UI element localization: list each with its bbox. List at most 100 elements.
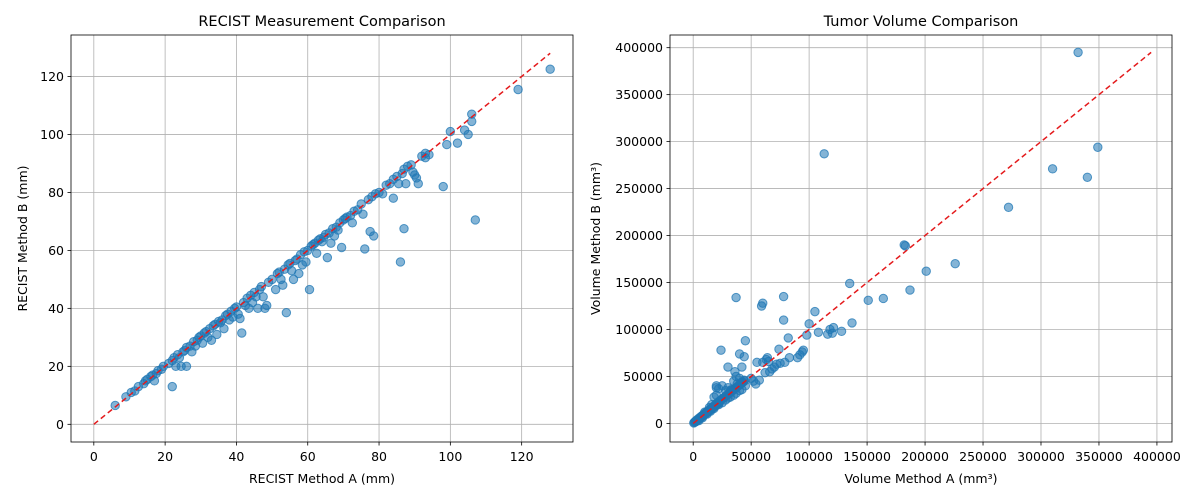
x-tick-label: 20 — [157, 449, 173, 464]
y-axis: 0 50000 100000 150000 200000 250000 300000 3500… — [615, 40, 670, 431]
data-point — [1073, 47, 1083, 58]
data-point — [778, 315, 789, 325]
data-point — [322, 252, 333, 263]
y-tick-label: 300000 — [615, 134, 663, 149]
data-point — [167, 381, 177, 392]
y-tick-label: 60 — [48, 243, 64, 258]
y-tick-label: 20 — [48, 359, 64, 374]
x-tick-label: 400000 — [1133, 449, 1181, 464]
y-tick-label: 100 — [40, 127, 64, 142]
data-point — [219, 323, 229, 334]
data-point — [452, 138, 463, 148]
x-tick-label: 100 — [438, 449, 462, 464]
x-tick-label: 120 — [510, 449, 534, 464]
data-point — [256, 281, 267, 292]
data-point — [369, 231, 379, 241]
data-point — [438, 181, 448, 192]
data-point — [358, 209, 368, 219]
data-point — [1003, 202, 1014, 213]
data-point — [513, 84, 523, 95]
data-point — [235, 313, 245, 324]
data-point — [278, 280, 288, 290]
x-tick-label: 40 — [228, 449, 244, 464]
volume-comparison-chart: 0 50000 100000 150000 200000 250000 300000 3500… — [588, 14, 1181, 486]
data-point — [804, 319, 814, 329]
y-tick-label: 40 — [48, 301, 64, 316]
data-point — [470, 215, 481, 225]
chart-title: RECIST Measurement Comparison — [198, 14, 445, 30]
data-point — [921, 266, 931, 276]
x-tick-label: 150000 — [843, 449, 891, 464]
data-point — [813, 327, 824, 337]
data-point — [360, 244, 370, 254]
x-tick-label: 300000 — [1017, 449, 1065, 464]
y-tick-label: 80 — [48, 185, 64, 200]
data-point — [301, 257, 311, 267]
y-tick-label: 100000 — [615, 322, 663, 337]
data-point — [347, 218, 358, 228]
x-axis: 0 50000 100000 150000 200000 250000 300000 3500… — [689, 442, 1181, 464]
x-tick-label: 60 — [300, 449, 316, 464]
data-point — [836, 326, 847, 337]
y-axis: 0 20 40 60 80 100 120 — [40, 69, 71, 432]
y-tick-label: 400000 — [615, 40, 663, 55]
data-point — [863, 295, 873, 306]
chart-title: Tumor Volume Comparison — [823, 14, 1019, 30]
data-point — [774, 344, 784, 354]
axes-frame — [70, 34, 574, 443]
data-point — [878, 293, 889, 304]
data-point — [110, 400, 120, 411]
data-point — [237, 328, 247, 338]
x-tick-label: 200000 — [901, 449, 949, 464]
data-point — [737, 362, 747, 372]
data-point — [281, 308, 292, 318]
data-point — [731, 292, 741, 303]
y-tick-label: 350000 — [615, 87, 663, 102]
x-tick-label: 350000 — [1075, 449, 1123, 464]
data-point — [725, 385, 735, 396]
data-point — [828, 322, 839, 333]
data-points — [110, 64, 555, 411]
identity-reference-line — [692, 51, 1152, 424]
y-tick-label: 0 — [56, 417, 64, 432]
data-point — [206, 335, 217, 345]
y-tick-label: 250000 — [615, 181, 663, 196]
y-axis-label: RECIST Method B (mm) — [15, 165, 30, 311]
data-point — [1082, 172, 1093, 183]
data-point — [463, 129, 473, 140]
data-point — [740, 336, 751, 346]
data-point — [723, 362, 733, 372]
data-point — [262, 300, 272, 311]
data-point — [288, 274, 299, 285]
data-point — [783, 333, 793, 343]
x-tick-label: 0 — [90, 449, 98, 464]
data-point — [819, 149, 829, 159]
data-point — [311, 248, 322, 258]
data-point — [716, 345, 726, 355]
x-tick-label: 50000 — [731, 449, 771, 464]
data-point — [1093, 142, 1103, 152]
data-point — [304, 284, 315, 295]
identity-reference-line — [93, 52, 551, 425]
data-point — [845, 278, 855, 289]
recist-comparison-chart: 0 20 40 60 80 100 120 0 20 40 60 80 100 120 RECIST Mea… — [15, 14, 574, 486]
data-point — [950, 259, 960, 269]
data-point — [212, 329, 222, 340]
data-point — [739, 352, 749, 362]
data-point — [778, 291, 789, 302]
data-point — [810, 306, 820, 317]
grid — [71, 35, 573, 442]
data-point — [442, 139, 452, 150]
data-point — [294, 268, 304, 279]
x-tick-label: 100000 — [785, 449, 833, 464]
y-tick-label: 200000 — [615, 228, 663, 243]
data-point — [197, 338, 208, 348]
y-tick-label: 150000 — [615, 275, 663, 290]
data-point — [711, 381, 722, 391]
data-point — [1047, 164, 1058, 174]
data-point — [545, 64, 555, 74]
y-tick-label: 50000 — [623, 369, 663, 384]
data-point — [413, 179, 423, 189]
y-tick-label: 120 — [40, 69, 64, 84]
